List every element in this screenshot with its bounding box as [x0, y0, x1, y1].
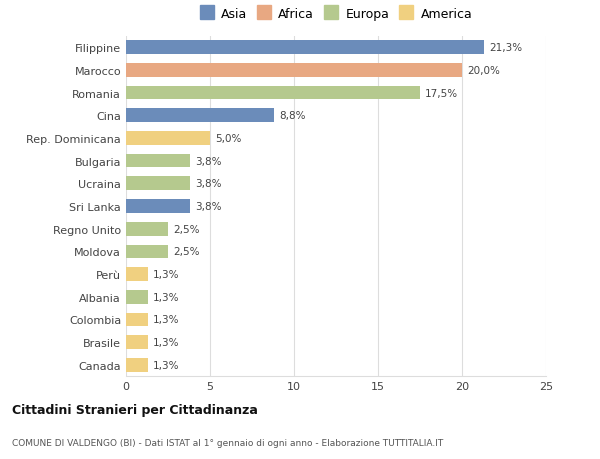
- Text: 3,8%: 3,8%: [195, 202, 221, 212]
- Text: 2,5%: 2,5%: [173, 247, 200, 257]
- Text: 1,3%: 1,3%: [153, 269, 179, 280]
- Bar: [126, 64, 462, 78]
- Bar: [126, 358, 148, 372]
- Bar: [126, 245, 168, 258]
- Bar: [126, 155, 190, 168]
- Bar: [126, 200, 190, 213]
- Text: 21,3%: 21,3%: [489, 43, 522, 53]
- Bar: [126, 313, 148, 326]
- Bar: [126, 336, 148, 349]
- Text: COMUNE DI VALDENGO (BI) - Dati ISTAT al 1° gennaio di ogni anno - Elaborazione T: COMUNE DI VALDENGO (BI) - Dati ISTAT al …: [12, 438, 443, 447]
- Text: 5,0%: 5,0%: [215, 134, 241, 144]
- Bar: [126, 87, 420, 100]
- Text: 1,3%: 1,3%: [153, 292, 179, 302]
- Text: 1,3%: 1,3%: [153, 360, 179, 370]
- Bar: [126, 41, 484, 55]
- Bar: [126, 177, 190, 190]
- Text: 17,5%: 17,5%: [425, 88, 458, 98]
- Text: 8,8%: 8,8%: [279, 111, 305, 121]
- Text: 1,3%: 1,3%: [153, 337, 179, 347]
- Legend: Asia, Africa, Europa, America: Asia, Africa, Europa, America: [197, 6, 475, 24]
- Bar: [126, 109, 274, 123]
- Text: 2,5%: 2,5%: [173, 224, 200, 234]
- Bar: [126, 223, 168, 236]
- Text: 20,0%: 20,0%: [467, 66, 500, 76]
- Text: 3,8%: 3,8%: [195, 156, 221, 166]
- Text: Cittadini Stranieri per Cittadinanza: Cittadini Stranieri per Cittadinanza: [12, 403, 258, 416]
- Bar: [126, 132, 210, 146]
- Text: 3,8%: 3,8%: [195, 179, 221, 189]
- Bar: [126, 291, 148, 304]
- Bar: [126, 268, 148, 281]
- Text: 1,3%: 1,3%: [153, 315, 179, 325]
